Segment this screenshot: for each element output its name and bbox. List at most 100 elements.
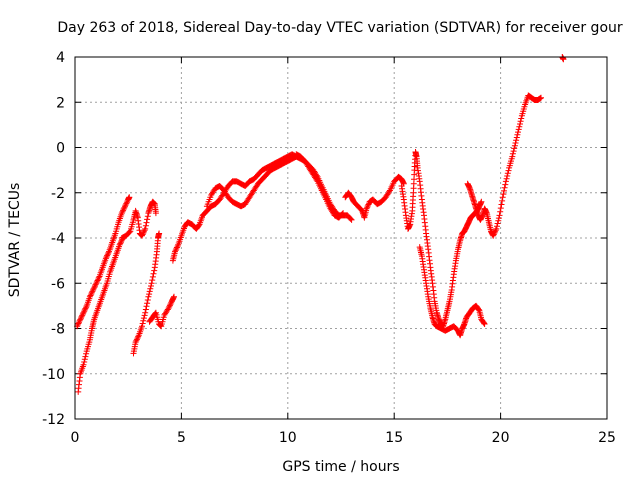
data-point bbox=[339, 211, 346, 217]
data-point bbox=[74, 321, 81, 328]
data-point bbox=[76, 317, 83, 324]
data-point bbox=[504, 173, 511, 179]
data-point bbox=[511, 142, 518, 149]
data-point bbox=[141, 312, 148, 319]
data-point bbox=[313, 177, 320, 184]
data-point bbox=[512, 140, 519, 146]
data-point bbox=[152, 210, 159, 217]
data-point bbox=[491, 230, 498, 236]
x-axis-label: GPS time / hours bbox=[282, 459, 399, 475]
data-point bbox=[88, 291, 95, 298]
data-point bbox=[510, 148, 517, 155]
data-point bbox=[515, 126, 522, 133]
data-point bbox=[494, 223, 500, 230]
data-point bbox=[93, 280, 100, 287]
data-point bbox=[83, 350, 90, 357]
data-point bbox=[171, 293, 177, 300]
data-point bbox=[95, 276, 102, 283]
data-point bbox=[87, 292, 94, 299]
data-point bbox=[91, 284, 98, 291]
data-point bbox=[140, 317, 147, 324]
data-point bbox=[497, 205, 504, 212]
data-point bbox=[78, 313, 85, 320]
data-point bbox=[499, 197, 506, 204]
data-point bbox=[133, 336, 140, 343]
data-point bbox=[144, 297, 151, 303]
data-point bbox=[502, 181, 509, 188]
data-point bbox=[142, 309, 149, 316]
data-point bbox=[123, 199, 130, 206]
x-tick-label: 15 bbox=[385, 430, 403, 446]
chart-title: Day 263 of 2018, Sidereal Day-to-day VTE… bbox=[57, 20, 623, 36]
data-point bbox=[147, 285, 154, 292]
data-point bbox=[119, 208, 126, 215]
data-point bbox=[166, 302, 173, 309]
data-point bbox=[148, 283, 154, 289]
data-point bbox=[78, 315, 84, 322]
data-point bbox=[102, 255, 109, 262]
data-point bbox=[92, 283, 98, 289]
data-point bbox=[141, 227, 148, 234]
data-point bbox=[80, 309, 87, 316]
data-point bbox=[121, 204, 128, 211]
data-point bbox=[195, 222, 202, 229]
data-point bbox=[501, 187, 507, 194]
data-point bbox=[148, 280, 155, 287]
data-point bbox=[139, 232, 145, 239]
data-point bbox=[103, 254, 110, 260]
data-point bbox=[172, 248, 178, 255]
data-point bbox=[509, 153, 516, 160]
data-point bbox=[149, 273, 156, 280]
data-point bbox=[76, 319, 82, 326]
data-point bbox=[496, 212, 503, 219]
data-point bbox=[481, 320, 487, 327]
data-point bbox=[504, 170, 511, 177]
data-point bbox=[126, 229, 133, 236]
data-point bbox=[365, 201, 372, 208]
data-point bbox=[172, 247, 179, 254]
y-tick-label: -6 bbox=[51, 276, 65, 292]
data-point bbox=[122, 202, 129, 208]
data-point bbox=[363, 205, 370, 212]
data-point bbox=[140, 228, 147, 235]
data-point bbox=[95, 274, 102, 281]
x-tick-label: 25 bbox=[598, 430, 616, 446]
data-point bbox=[81, 356, 88, 363]
data-point bbox=[83, 304, 90, 311]
data-point bbox=[493, 225, 500, 232]
data-point bbox=[118, 239, 124, 246]
data-point bbox=[340, 210, 347, 217]
data-point bbox=[505, 167, 512, 174]
data-point bbox=[364, 202, 371, 209]
data-point bbox=[88, 289, 95, 296]
data-point bbox=[75, 320, 82, 327]
data-point bbox=[500, 191, 507, 198]
data-point bbox=[79, 312, 86, 319]
y-tick-label: -8 bbox=[51, 322, 65, 338]
data-point bbox=[139, 323, 145, 330]
data-point bbox=[478, 198, 485, 205]
data-point bbox=[511, 145, 518, 152]
data-point bbox=[117, 240, 124, 247]
data-point bbox=[133, 337, 140, 344]
data-point bbox=[152, 310, 159, 317]
data-point bbox=[145, 293, 152, 300]
data-point bbox=[166, 303, 173, 310]
data-point bbox=[348, 216, 355, 223]
data-point bbox=[126, 194, 133, 201]
data-point bbox=[79, 311, 86, 317]
data-point bbox=[503, 175, 510, 182]
data-point bbox=[120, 206, 127, 212]
x-tick-label: 20 bbox=[492, 430, 510, 446]
data-point bbox=[146, 291, 153, 298]
data-point bbox=[123, 200, 130, 207]
data-point bbox=[492, 227, 499, 234]
x-tick-label: 0 bbox=[71, 430, 80, 446]
data-point bbox=[90, 287, 97, 293]
data-point bbox=[497, 208, 504, 215]
y-tick-label: 0 bbox=[56, 141, 65, 157]
data-point bbox=[77, 316, 84, 323]
data-point bbox=[146, 288, 153, 295]
data-point bbox=[122, 203, 128, 210]
